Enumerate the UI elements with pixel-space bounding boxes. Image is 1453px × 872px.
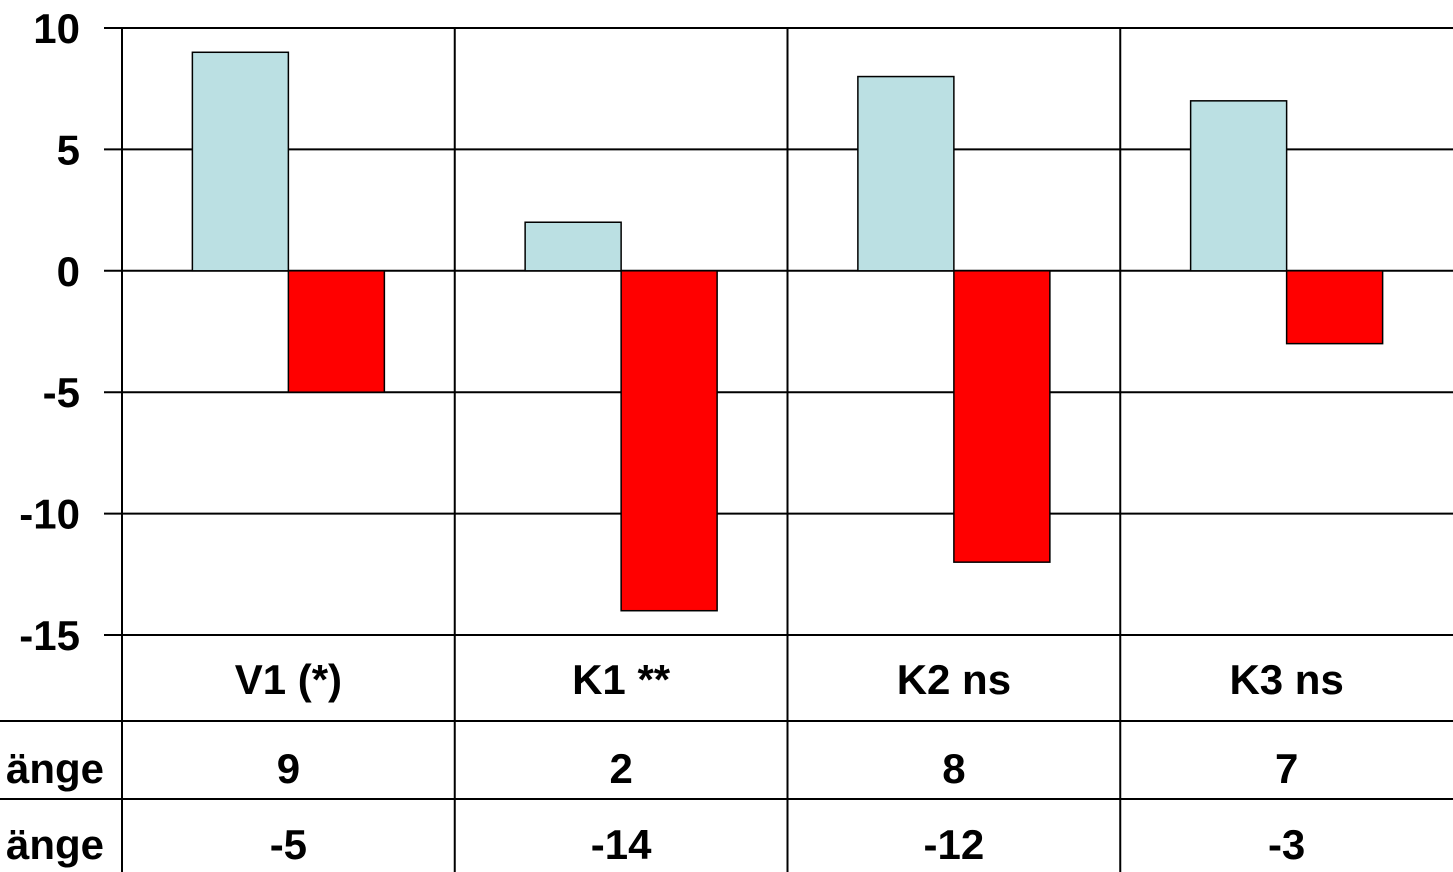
bar-negative-3 [953, 270, 1051, 563]
table-row-label: änge [6, 821, 104, 868]
table-row-label: änge [6, 745, 104, 792]
category-label: K2 ns [897, 656, 1011, 703]
table-cell-value: -3 [1268, 821, 1305, 868]
y-tick-label: -10 [19, 491, 80, 538]
table-cell-value: 2 [609, 745, 632, 792]
y-tick-label: 10 [33, 5, 80, 52]
bar-positive-2 [524, 221, 622, 272]
table-cell-value: -5 [270, 821, 307, 868]
category-label: K3 ns [1229, 656, 1343, 703]
y-tick-label: -5 [43, 369, 80, 416]
y-tick-label: 0 [57, 248, 80, 295]
bars [191, 51, 1384, 612]
bar-positive-1 [191, 51, 290, 272]
table-cell-value: 9 [277, 745, 300, 792]
bar-positive-4 [1189, 100, 1288, 272]
bar-negative-1 [287, 270, 386, 393]
category-label: K1 ** [572, 656, 671, 703]
bar-positive-3 [857, 75, 955, 272]
bar-negative-2 [620, 270, 718, 612]
y-axis-ticks: 10 5 0 -5 -10 -15 [19, 5, 80, 659]
data-table: V1 (*) K1 ** K2 ns K3 ns änge 9 2 8 7 änge -5 -14 -1… [6, 656, 1344, 868]
y-tick-label: 5 [57, 126, 80, 173]
table-cell-value: 8 [942, 745, 965, 792]
table-cell-value: -12 [924, 821, 985, 868]
bar-negative-4 [1285, 270, 1384, 345]
category-label: V1 (*) [235, 656, 342, 703]
y-tick-label: -15 [19, 612, 80, 659]
table-cell-value: -14 [591, 821, 652, 868]
table-cell-value: 7 [1275, 745, 1298, 792]
